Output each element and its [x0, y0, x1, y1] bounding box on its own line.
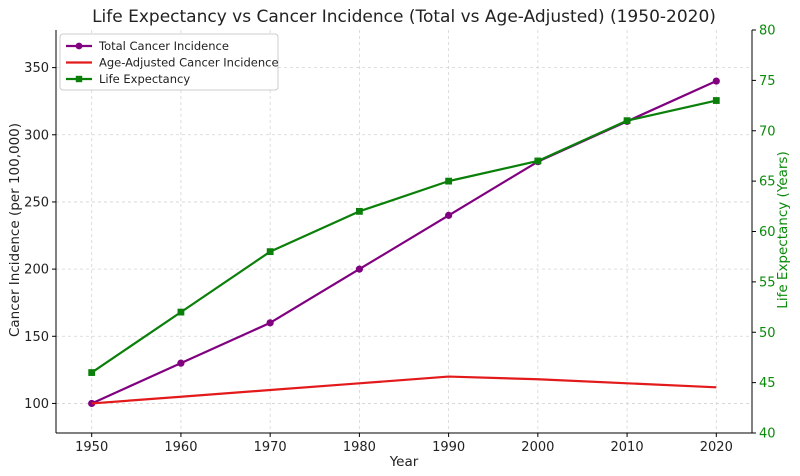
data-point-total-cancer-incidence	[177, 359, 185, 367]
y-tick-label: 300	[24, 128, 49, 143]
x-tick-label: 2020	[700, 440, 733, 455]
legend-label-age-adjusted-cancer-incidence: Age-Adjusted Cancer Incidence	[99, 56, 279, 70]
data-point-life-expectancy	[623, 117, 631, 125]
series-layer	[88, 77, 720, 408]
data-point-total-cancer-incidence	[712, 77, 720, 85]
x-tick-label: 1950	[75, 440, 108, 455]
x-axis-title: Year	[389, 454, 419, 470]
series-line-life-expectancy	[91, 99, 717, 374]
legend: Total Cancer Incidence Age-Adjusted Cance…	[59, 33, 279, 91]
legend-box	[59, 33, 279, 91]
y-axis-title: Cancer Incidence (per 100,000)	[7, 123, 23, 337]
axis-ticks: 1950 1960 1970 1980 1990 2000 2010 2020 100 150 20…	[24, 24, 775, 456]
x-tick-label: 2010	[611, 440, 644, 455]
x-tick-label: 2000	[521, 440, 554, 455]
legend-marker-life-expectancy	[75, 75, 83, 83]
y2-tick-label: 60	[759, 225, 776, 240]
y2-tick-label: 70	[759, 124, 776, 139]
y2-tick-label: 40	[759, 427, 776, 442]
data-point-total-cancer-incidence	[445, 211, 453, 219]
data-point-total-cancer-incidence	[266, 319, 274, 327]
y-tick-label: 250	[24, 195, 49, 210]
legend-label-life-expectancy: Life Expectancy	[99, 72, 190, 86]
y2-tick-label: 80	[759, 24, 776, 39]
x-tick-label: 1990	[432, 440, 465, 455]
data-point-total-cancer-incidence	[355, 265, 363, 273]
data-point-life-expectancy	[88, 369, 96, 376]
y2-axis-title: Life Expectancy (Years)	[775, 151, 791, 308]
series-line-age-adjusted-cancer-incidence	[91, 375, 717, 405]
y-tick-label: 100	[24, 397, 49, 412]
y2-tick-label: 55	[759, 275, 776, 290]
data-point-life-expectancy	[266, 248, 274, 256]
x-tick-label: 1970	[254, 440, 287, 455]
y2-tick-label: 65	[759, 175, 776, 190]
x-tick-label: 1980	[343, 440, 376, 455]
data-point-life-expectancy	[712, 97, 720, 104]
y-tick-label: 200	[24, 263, 49, 278]
data-point-life-expectancy	[534, 157, 542, 165]
y2-tick-label: 50	[759, 326, 776, 341]
y2-tick-label: 45	[759, 376, 776, 391]
chart-title: Life Expectancy vs Cancer Incidence (Tot…	[92, 7, 716, 27]
data-point-life-expectancy	[355, 207, 363, 215]
y-tick-label: 150	[24, 330, 49, 345]
y-tick-label: 350	[24, 61, 49, 76]
data-point-life-expectancy	[177, 308, 185, 316]
x-tick-label: 1960	[164, 440, 197, 455]
legend-label-total-cancer-incidence: Total Cancer Incidence	[98, 39, 229, 53]
legend-marker-total-cancer-incidence	[75, 42, 83, 50]
y2-tick-label: 75	[759, 74, 776, 89]
series-line-total-cancer-incidence	[91, 80, 717, 405]
data-point-life-expectancy	[445, 177, 453, 185]
